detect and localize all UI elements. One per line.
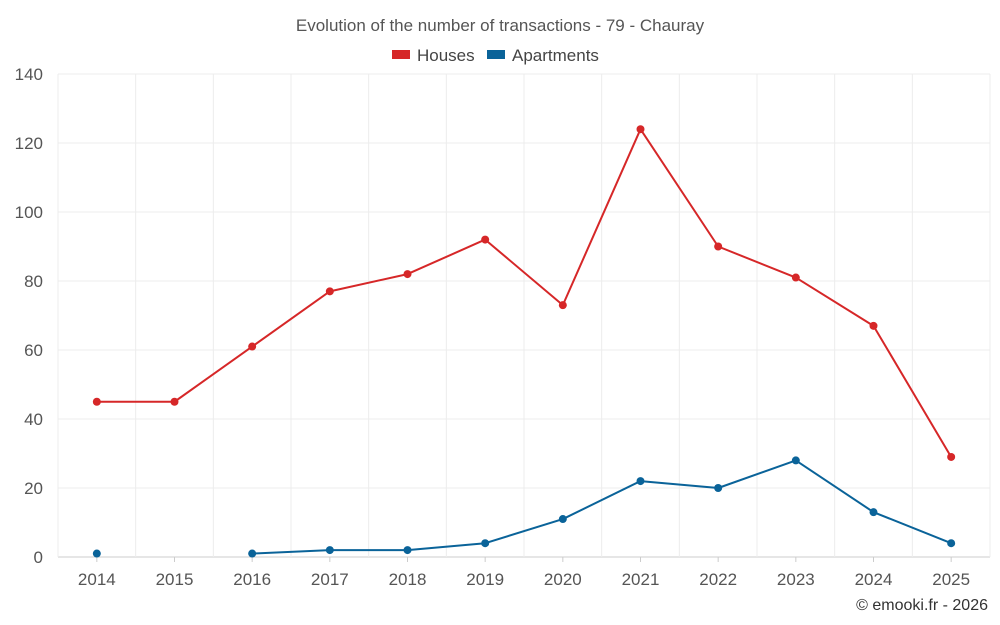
- data-point: [92, 549, 101, 558]
- y-tick-label: 120: [15, 134, 43, 153]
- y-tick-label: 40: [24, 410, 43, 429]
- y-tick-label: 20: [24, 479, 43, 498]
- data-point: [481, 539, 490, 548]
- data-point: [170, 397, 179, 406]
- data-point: [714, 242, 723, 251]
- series-line: [96, 128, 953, 458]
- data-point: [791, 456, 800, 465]
- x-tick-label: 2019: [466, 570, 504, 589]
- data-point: [636, 125, 645, 134]
- x-tick-label: 2024: [855, 570, 893, 589]
- data-point: [558, 301, 567, 310]
- y-tick-label: 100: [15, 203, 43, 222]
- series-houses: [92, 125, 956, 461]
- data-point: [714, 484, 723, 492]
- data-point: [947, 452, 956, 461]
- data-point: [325, 546, 334, 555]
- data-point: [403, 546, 412, 555]
- data-point: [248, 342, 257, 351]
- data-point: [869, 321, 878, 330]
- x-tick-label: 2016: [233, 570, 271, 589]
- data-point: [481, 235, 490, 244]
- data-point: [869, 508, 878, 517]
- x-tick-label: 2020: [544, 570, 582, 589]
- data-point: [248, 549, 257, 558]
- legend-label: Houses: [417, 46, 475, 65]
- x-tick-label: 2015: [156, 570, 194, 589]
- footer-credit: © emooki.fr - 2026: [856, 597, 988, 614]
- grid: [57, 73, 991, 558]
- data-point: [92, 397, 101, 406]
- y-tick-label: 0: [34, 548, 43, 567]
- series-group: [92, 125, 956, 558]
- legend-swatch: [392, 50, 410, 59]
- data-point: [403, 270, 412, 279]
- y-axis: 0 20 40 60 80 100 120 140: [15, 65, 43, 567]
- chart-title: Evolution of the number of transactions …: [296, 16, 705, 35]
- y-tick-label: 80: [24, 272, 43, 291]
- series-line: [252, 459, 952, 555]
- x-tick-label: 2022: [699, 570, 737, 589]
- series-apartments: [92, 456, 956, 558]
- data-point: [791, 273, 800, 282]
- x-tick-label: 2017: [311, 570, 349, 589]
- data-point: [325, 287, 334, 296]
- x-tick-label: 2023: [777, 570, 815, 589]
- legend: Houses Apartments: [392, 46, 599, 65]
- x-tick-label: 2014: [78, 570, 116, 589]
- data-point: [636, 477, 645, 486]
- data-point: [558, 515, 567, 524]
- legend-swatch: [487, 50, 505, 59]
- x-tick-label: 2021: [622, 570, 660, 589]
- legend-label: Apartments: [512, 46, 599, 65]
- data-point: [947, 539, 956, 548]
- x-axis: 2014 2015 2016 2017 2018 2019 2020 2021 2022 2023…: [78, 557, 970, 589]
- x-tick-label: 2018: [389, 570, 427, 589]
- x-tick-label: 2025: [932, 570, 970, 589]
- y-tick-label: 60: [24, 341, 43, 360]
- y-tick-label: 140: [15, 65, 43, 84]
